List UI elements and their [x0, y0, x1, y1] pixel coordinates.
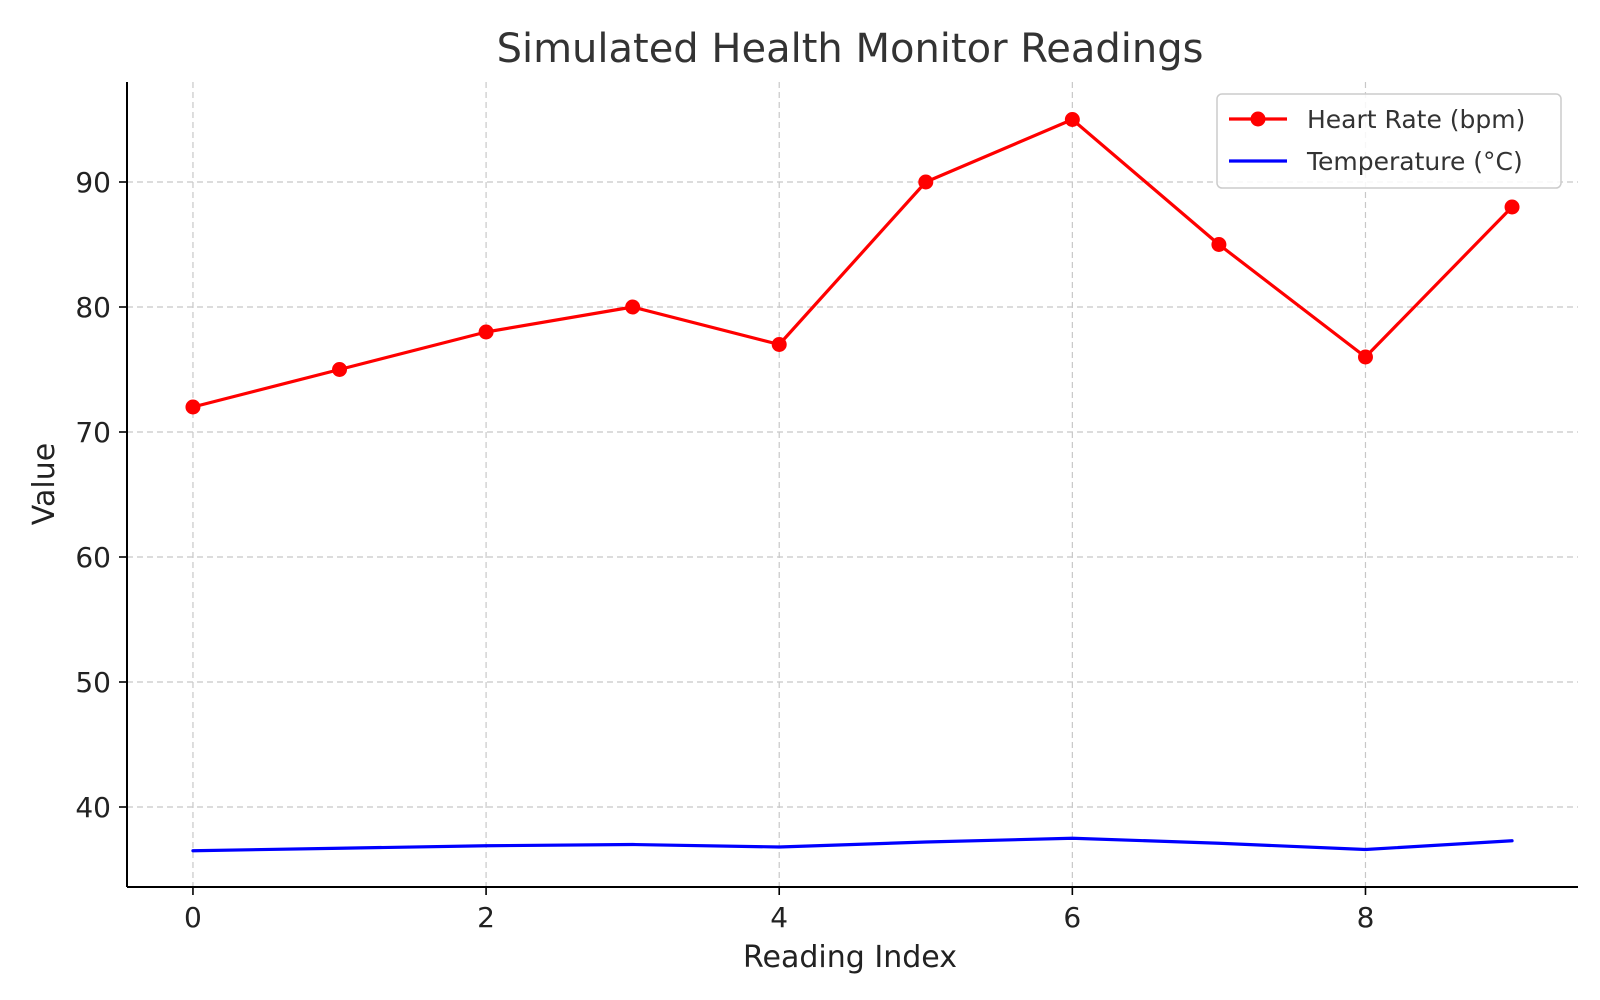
axes: 0 2 4 6 8 40 50 60 70 80 90	[75, 82, 1578, 934]
x-tick-label: 4	[770, 901, 788, 934]
x-tick-label: 0	[184, 901, 202, 934]
y-tick-label: 50	[75, 666, 111, 699]
x-tick-label: 8	[1357, 901, 1375, 934]
heart-rate-legend-marker	[1250, 111, 1266, 127]
y-tick-label: 90	[75, 166, 111, 199]
legend: Heart Rate (bpm) Temperature (°C)	[1216, 93, 1562, 189]
heart-rate-point	[771, 337, 787, 352]
y-tick-label: 70	[75, 416, 111, 449]
heart-rate-point	[478, 324, 494, 340]
heart-rate-point	[918, 174, 934, 190]
heart-rate-series-line	[191, 117, 1514, 409]
grid	[127, 82, 1578, 887]
heart-rate-point	[185, 399, 201, 415]
chart-title: Simulated Health Monitor Readings	[497, 26, 1204, 72]
temperature-legend-label: Temperature (°C)	[1306, 147, 1523, 176]
heart-rate-point	[1064, 112, 1080, 127]
y-tick-label: 40	[75, 791, 111, 824]
x-tick-label: 6	[1063, 901, 1081, 934]
y-axis-label: Value	[27, 443, 62, 525]
heart-rate-point	[1211, 237, 1227, 252]
x-axis-label: Reading Index	[743, 940, 957, 975]
y-tick-label: 60	[75, 541, 111, 574]
x-tick-label: 2	[477, 901, 495, 934]
heart-rate-point	[332, 362, 348, 377]
heart-rate-point	[625, 299, 641, 315]
heart-rate-point	[1357, 349, 1373, 365]
heart-rate-legend-label: Heart Rate (bpm)	[1307, 105, 1525, 134]
y-tick-label: 80	[75, 291, 111, 324]
legend-box	[1216, 93, 1562, 189]
heart-rate-point	[1504, 199, 1520, 215]
series	[185, 112, 1520, 853]
temperature-series-line	[191, 836, 1514, 853]
